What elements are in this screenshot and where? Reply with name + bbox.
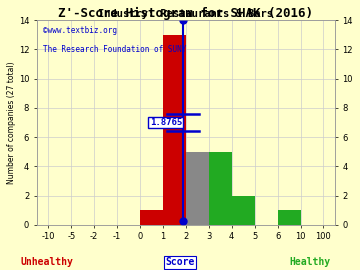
Text: The Research Foundation of SUNY: The Research Foundation of SUNY [43, 45, 186, 54]
Bar [186, 152, 209, 225]
Title: Z'-Score Histogram for SHAK (2016): Z'-Score Histogram for SHAK (2016) [58, 7, 314, 20]
Bar [209, 152, 232, 225]
Text: Unhealthy: Unhealthy [21, 257, 73, 267]
Bar [278, 210, 301, 225]
Bar [140, 210, 163, 225]
Text: Healthy: Healthy [289, 257, 330, 267]
Text: 1.8765: 1.8765 [150, 118, 182, 127]
Bar [232, 195, 255, 225]
Y-axis label: Number of companies (27 total): Number of companies (27 total) [7, 61, 16, 184]
Text: Industry: Restaurants & Bars: Industry: Restaurants & Bars [98, 9, 273, 19]
Bar [163, 35, 186, 225]
Text: Score: Score [165, 257, 195, 267]
Text: ©www.textbiz.org: ©www.textbiz.org [43, 26, 117, 35]
